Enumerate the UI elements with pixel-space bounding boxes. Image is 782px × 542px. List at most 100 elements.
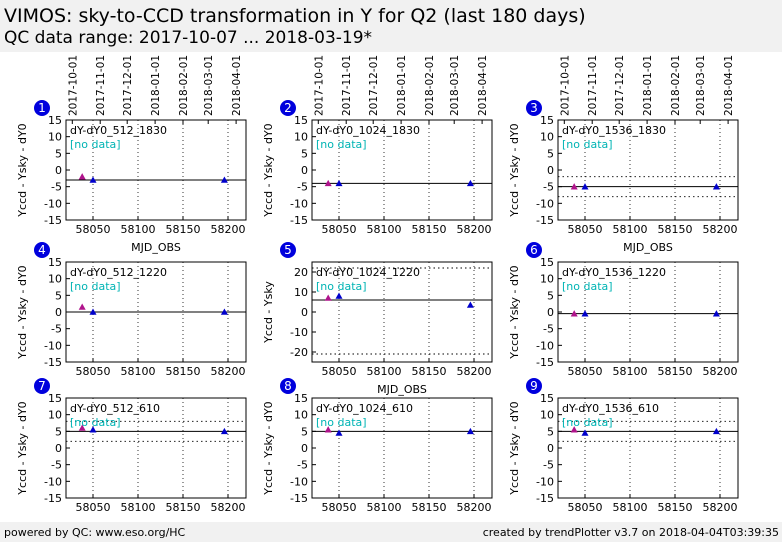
y-tick-label: 0 [301,306,308,319]
y-tick-label: 0 [547,164,554,177]
panel-number-badge [526,242,542,258]
y-tick-label: -15 [536,214,554,227]
x-tick-label: 58150 [166,223,201,236]
data-point [89,308,97,315]
y-axis-label: Yccd - Ysky - dY0 [508,123,521,217]
date-tick-label: 2017-10-01 [559,55,571,116]
panel-3: 58050 58100 58150 58200 -15 -10 -5 0 5 10 15 Yccd -… [508,55,739,254]
y-tick-label: 0 [55,442,62,455]
y-axis-label: Yccd - Ysky [262,281,275,344]
date-tick-label: 2017-11-01 [95,55,107,116]
footer-powered-by: powered by QC: www.eso.org/HC [4,526,186,539]
footer-created-by: created by trendPlotter v3.7 on 2018-04-… [482,526,779,539]
panel-number: 3 [530,101,538,115]
x-tick-label: 58200 [703,365,738,378]
y-tick-label: -10 [290,326,308,339]
panel-6: 58050 58100 58150 58200 -15 -10 -5 0 5 10 15 Yccd -… [508,242,739,378]
y-tick-label: 5 [547,425,554,438]
x-tick-label: 58150 [166,365,201,378]
date-tick-label: 2017-12-01 [614,55,626,116]
data-point [220,308,228,315]
no-data-label: [no data] [70,280,121,293]
data-point [466,301,474,308]
x-tick-label: 58050 [568,223,603,236]
date-tick-label: 2018-04-01 [231,55,243,116]
y-axis-label: Yccd - Ysky - dY0 [262,401,275,495]
plot-area [557,261,739,363]
data-point [581,310,589,317]
data-point [712,310,720,317]
data-point [89,176,97,183]
y-tick-label: 10 [294,286,308,299]
footer-bar: powered by QC: www.eso.org/HC created by… [0,522,782,542]
panel-label: dY-dY0_1024_610 [316,402,413,415]
y-tick-label: -5 [51,181,62,194]
y-tick-label: -20 [290,346,308,359]
panel-label: dY-dY0_1024_1830 [316,124,420,137]
y-tick-label: 10 [540,409,554,422]
panel-label: dY-dY0_1536_1220 [562,266,666,279]
x-tick-label: 58150 [412,365,447,378]
x-tick-label: 58200 [457,501,492,514]
x-axis-label: MJD_OBS [377,383,427,396]
y-tick-label: -15 [44,356,62,369]
date-tick-label: 2017-11-01 [587,55,599,116]
y-tick-label: 15 [48,114,62,127]
y-tick-label: 15 [294,114,308,127]
plot-area [311,397,493,499]
date-tick-label: 2017-11-01 [341,55,353,116]
x-tick-label: 58100 [367,501,402,514]
panel-number: 7 [38,379,46,393]
y-tick-label: 5 [547,289,554,302]
x-tick-label: 58200 [457,365,492,378]
plot-area [65,397,247,499]
panel-number: 2 [284,101,292,115]
date-tick-label: 2018-01-01 [150,55,162,116]
y-tick-label: -5 [543,459,554,472]
y-tick-label: 10 [48,131,62,144]
x-tick-label: 58150 [412,223,447,236]
y-tick-label: 10 [540,273,554,286]
date-tick-label: 2018-03-01 [203,55,215,116]
date-tick-label: 2018-01-01 [396,55,408,116]
date-tick-label: 2018-02-01 [670,55,682,116]
panel-number: 6 [530,243,538,257]
date-tick-label: 2017-12-01 [122,55,134,116]
y-axis-label: Yccd - Ysky - dY0 [508,401,521,495]
y-tick-label: -15 [44,492,62,505]
y-tick-label: 0 [547,306,554,319]
y-tick-label: -5 [51,459,62,472]
panel-9: 58050 58100 58150 58200 -15 -10 -5 0 5 10 15 Yccd -… [508,378,739,514]
y-tick-label: 5 [301,425,308,438]
y-tick-label: -15 [290,214,308,227]
x-tick-label: 58150 [658,365,693,378]
panel-number-badge [526,378,542,394]
x-tick-label: 58150 [658,501,693,514]
panel-number-badge [34,100,50,116]
data-point [570,310,578,317]
panel-label: dY-dY0_512_1830 [70,124,167,137]
data-point [89,426,97,433]
x-tick-label: 58100 [613,501,648,514]
y-tick-label: 10 [48,409,62,422]
date-tick-label: 2017-10-01 [313,55,325,116]
x-tick-label: 58100 [121,501,156,514]
y-tick-label: -5 [297,181,308,194]
y-tick-label: -10 [536,197,554,210]
page-subtitle: QC data range: 2017-10-07 ... 2018-03-19… [4,28,373,48]
data-point [335,179,343,187]
panel-number-badge [280,100,296,116]
no-data-label: [no data] [70,416,121,429]
data-point [581,183,589,190]
y-tick-label: 10 [540,131,554,144]
x-tick-label: 58200 [211,365,246,378]
data-point [324,294,332,301]
plot-area [557,397,739,499]
x-tick-label: 58100 [367,223,402,236]
x-tick-label: 58100 [613,365,648,378]
data-point [466,179,474,187]
y-tick-label: -10 [290,197,308,210]
y-tick-label: -10 [536,339,554,352]
y-tick-label: 0 [55,306,62,319]
